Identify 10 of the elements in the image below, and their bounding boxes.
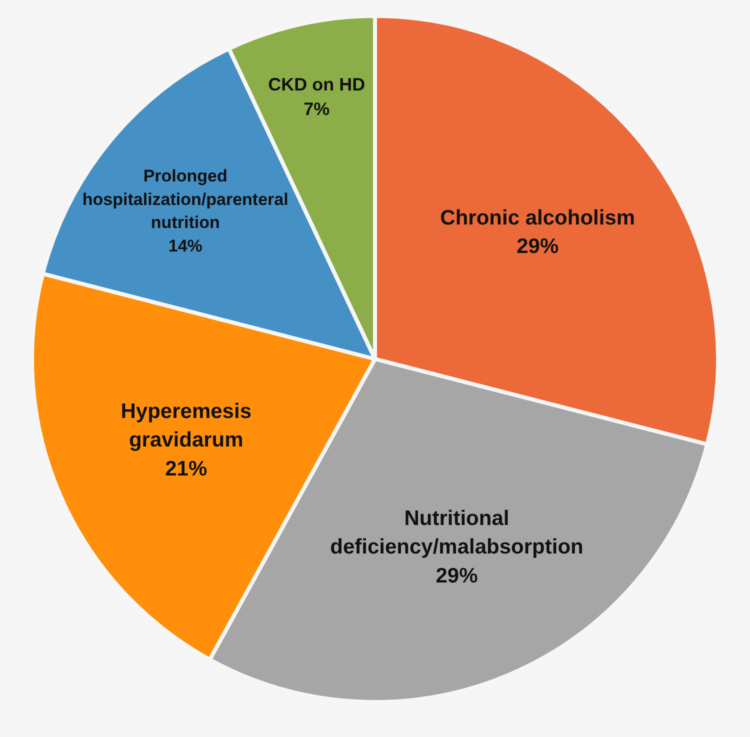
slice-label: Hyperemesis gravidarum <box>120 400 252 452</box>
slice-label: Chronic alcoholism <box>440 206 636 230</box>
data-label: 7% <box>304 99 330 120</box>
slice-label: CKD on HD <box>268 74 366 95</box>
slice-label: Prolonged hospitalization/parenteral nutrition <box>82 166 288 232</box>
data-label: 14% <box>168 236 202 256</box>
data-label: 21% <box>165 457 208 480</box>
slice-label: Nutritional deficiency/malabsorption <box>330 506 584 559</box>
data-label: 29% <box>516 235 559 258</box>
data-label: 29% <box>436 564 478 588</box>
